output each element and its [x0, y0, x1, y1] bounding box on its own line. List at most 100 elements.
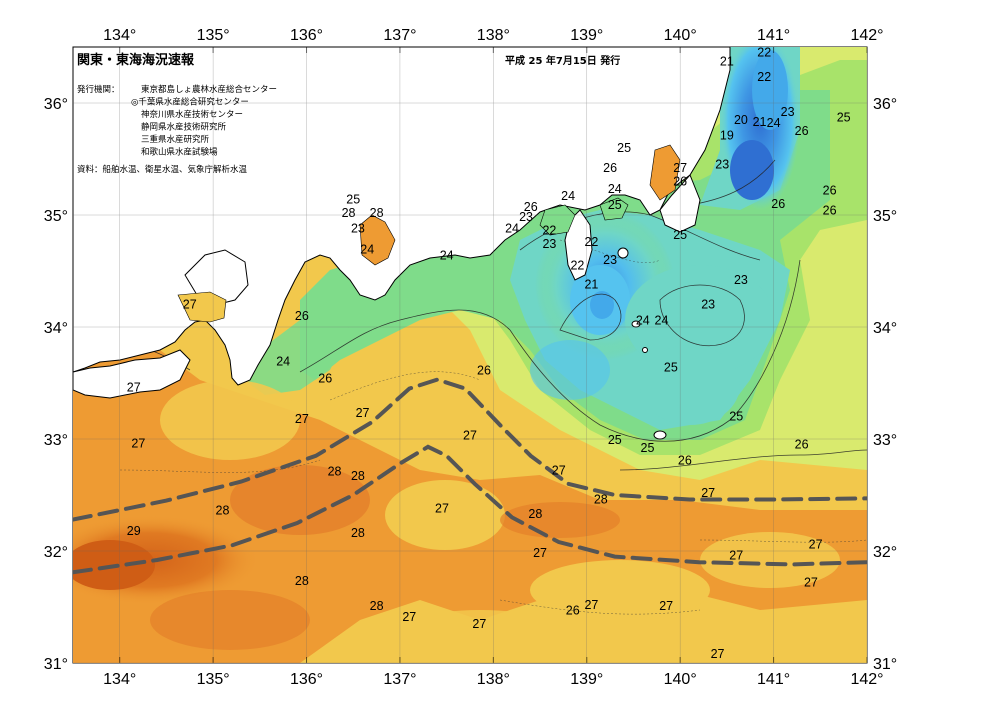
issuer-item: 和歌山県水産試験場 [141, 147, 218, 158]
isotherm-label: 26 [795, 124, 809, 138]
isotherm-label: 26 [295, 309, 309, 323]
isotherm-label: 23 [519, 210, 533, 224]
kuroshio-line-2 [73, 444, 867, 575]
isotherm-label: 28 [328, 464, 342, 478]
isotherm-label: 27 [533, 546, 547, 560]
isotherm-label: 21 [720, 55, 734, 69]
isotherm-label: 22 [757, 70, 771, 84]
isotherm-label: 27 [127, 380, 141, 394]
lon-label-top: 141° [757, 27, 790, 44]
lon-label-top: 140° [664, 27, 697, 44]
lon-label-bottom: 134° [103, 671, 136, 688]
isotherm-label: 27 [659, 599, 673, 613]
lat-label-right: 32° [873, 544, 897, 561]
isotherm-label: 27 [809, 537, 823, 551]
issuer-item: 静岡県水産技術研究所 [141, 122, 227, 133]
isotherm-label: 27 [131, 436, 145, 450]
isotherm-label: 27 [711, 647, 725, 661]
isotherm-label: 26 [678, 453, 692, 467]
lat-label-right: 35° [873, 208, 897, 225]
kuroshio-axis-lines [73, 377, 867, 575]
isotherm-label: 22 [584, 235, 598, 249]
lon-label-top: 134° [103, 27, 136, 44]
lon-label-bottom: 136° [290, 671, 323, 688]
isotherm-label: 26 [603, 161, 617, 175]
bay-colors [177, 144, 681, 323]
map-title: 関東・東海海況速報 [77, 52, 195, 68]
source-note: 資料：船舶水温、衛星水温、気象庁解析水温 [77, 164, 248, 175]
issuer-list: 東京都島しょ農林水産総合センター ◎千葉県水産総合研究センター神奈川県水産技術セン… [131, 84, 277, 158]
isotherm-label: 24 [636, 313, 650, 327]
isotherm-label: 21 [584, 277, 598, 291]
lon-label-bottom: 138° [477, 671, 510, 688]
isotherm-label: 24 [608, 182, 622, 196]
isotherm-label: 25 [673, 228, 687, 242]
lon-label-top: 135° [197, 27, 230, 44]
issuer-item: ◎千葉県水産総合研究センター [131, 97, 249, 108]
graticule [73, 47, 868, 664]
isotherm-label: 22 [542, 224, 556, 238]
issuer-item: 三重県水産研究所 [141, 134, 210, 145]
isotherm-label: 28 [351, 526, 365, 540]
isotherm-label: 28 [594, 492, 608, 506]
kuroshio-line-1 [73, 377, 867, 522]
isotherm-label: 27 [729, 548, 743, 562]
isotherm-label: 23 [603, 253, 617, 267]
isotherm-label: 25 [608, 433, 622, 447]
isotherm-label: 23 [542, 237, 556, 251]
isotherm-label: 27 [463, 429, 477, 443]
isotherm-label: 25 [729, 410, 743, 424]
isotherm-label: 27 [552, 463, 566, 477]
isotherm-label: 27 [472, 617, 486, 631]
lat-label-right: 33° [873, 432, 897, 449]
isotherm-label: 20 [734, 113, 748, 127]
isotherm-label: 26 [673, 174, 687, 188]
lon-label-top: 138° [477, 27, 510, 44]
lat-label-right: 31° [873, 656, 897, 673]
isotherm-label: 25 [664, 360, 678, 374]
isotherm-label: 27 [673, 161, 687, 175]
issuer-item: 東京都島しょ農林水産総合センター [141, 84, 277, 95]
lon-label-bottom: 137° [383, 671, 416, 688]
isotherm-label: 25 [641, 441, 655, 455]
lon-label-bottom: 141° [757, 671, 790, 688]
isotherm-label: 23 [781, 105, 795, 119]
lat-label-left: 34° [44, 320, 68, 337]
lon-label-bottom: 135° [197, 671, 230, 688]
lon-label-top: 142° [850, 27, 883, 44]
isotherm-label: 27 [183, 298, 197, 312]
isotherm-label: 26 [566, 603, 580, 617]
isotherm-label: 23 [351, 221, 365, 235]
isotherm-label: 28 [528, 507, 542, 521]
isotherm-label: 27 [356, 406, 370, 420]
isotherm-label: 25 [617, 141, 631, 155]
isotherm-label: 19 [720, 128, 734, 142]
isotherm-label: 25 [346, 192, 360, 206]
isotherm-label: 26 [477, 364, 491, 378]
isotherm-label: 27 [804, 575, 818, 589]
isotherm-label: 28 [351, 469, 365, 483]
isotherm-label: 23 [701, 298, 715, 312]
lat-label-right: 34° [873, 320, 897, 337]
isotherm-label: 24 [276, 355, 290, 369]
issue-date: 平成 25 年7月15日 発行 [505, 54, 620, 67]
isotherm-label: 27 [295, 412, 309, 426]
issuer-item: 神奈川県水産技術センター [141, 109, 243, 120]
land-area [73, 47, 731, 440]
isotherm-label: 27 [584, 598, 598, 612]
isotherm-label: 28 [342, 206, 356, 220]
isotherm-label: 22 [757, 46, 771, 60]
isotherm-label: 27 [701, 486, 715, 500]
isotherm-label: 24 [655, 313, 669, 327]
isotherm-label: 28 [216, 504, 230, 518]
isotherm-label: 24 [561, 189, 575, 203]
lat-label-left: 31° [44, 656, 68, 673]
isotherm-label: 22 [570, 258, 584, 272]
lat-label-left: 33° [44, 432, 68, 449]
isotherm-label: 26 [771, 197, 785, 211]
issuers-label: 発行機関： [77, 84, 120, 95]
isotherm-label: 26 [795, 438, 809, 452]
isotherm-label: 24 [505, 221, 519, 235]
